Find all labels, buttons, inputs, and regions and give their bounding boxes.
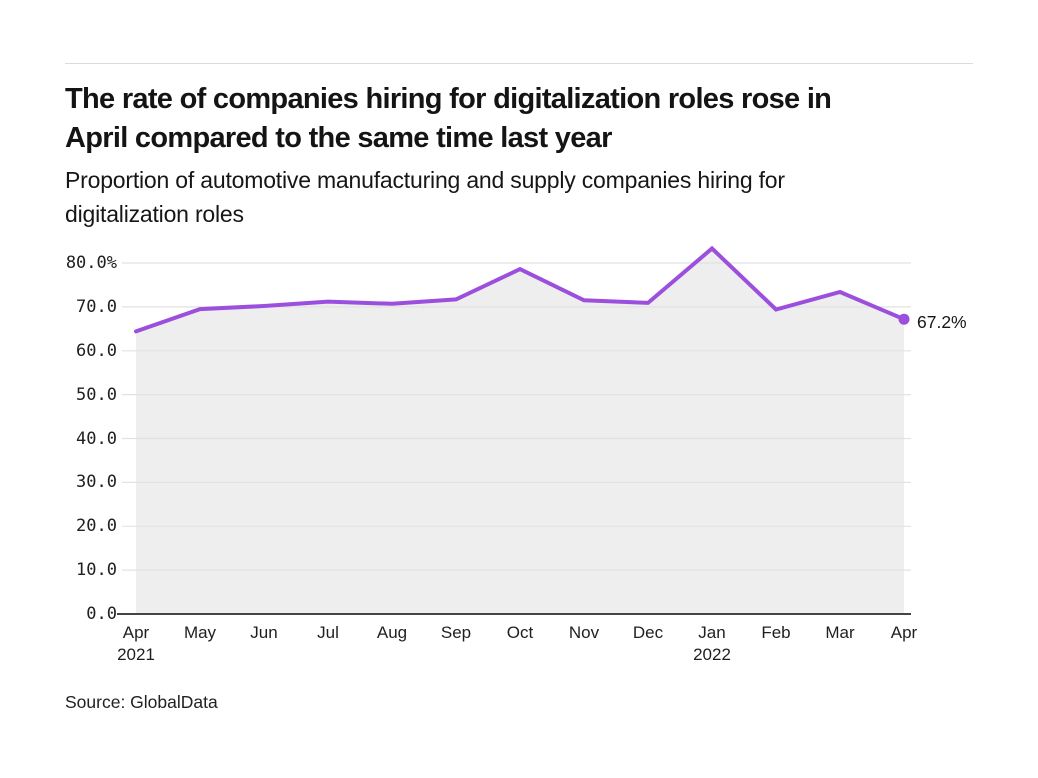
- x-tick-label: Apr: [122, 623, 150, 642]
- x-tick-label: Mar: [825, 623, 855, 642]
- year-label: 2021: [117, 645, 155, 664]
- x-tick-label: Jan: [698, 623, 726, 642]
- top-divider: [65, 63, 973, 64]
- x-tick-label: Nov: [568, 623, 600, 642]
- y-tick-label: 40.0: [76, 428, 117, 449]
- page-subtitle-line-1: Proportion of automotive manufacturing a…: [65, 167, 785, 193]
- end-point-dot: [898, 313, 910, 325]
- x-tick-label: Jun: [250, 623, 278, 642]
- y-tick-label: 80.0%: [65, 253, 117, 273]
- area-fill: [136, 248, 904, 614]
- y-tick-label: 50.0: [76, 384, 117, 405]
- x-tick-label: Apr: [890, 623, 918, 642]
- page-title-line-1: The rate of companies hiring for digital…: [65, 83, 832, 115]
- x-tick-label: Sep: [440, 623, 472, 642]
- x-tick-label: Jul: [317, 623, 339, 642]
- page-title: The rate of companies hiring for digital…: [65, 80, 832, 158]
- page-subtitle-line-2: digitalization roles: [65, 201, 244, 227]
- page-subtitle: Proportion of automotive manufacturing a…: [65, 163, 785, 231]
- end-value-label: 67.2%: [917, 312, 967, 333]
- x-tick-label: Oct: [506, 623, 534, 642]
- source-credit: Source: GlobalData: [65, 692, 218, 712]
- line-series: [134, 245, 906, 334]
- y-tick-label: 10.0: [76, 560, 117, 581]
- y-tick-label: 60.0: [76, 340, 117, 361]
- y-tick-label: 0.0: [86, 604, 117, 624]
- x-tick-label: Aug: [376, 623, 408, 642]
- x-tick-label: May: [183, 623, 217, 642]
- year-label: 2022: [693, 645, 731, 664]
- page-title-line-2: April compared to the same time last yea…: [65, 122, 612, 154]
- x-tick-label: Feb: [761, 623, 791, 642]
- y-tick-label: 30.0: [76, 472, 117, 493]
- x-tick-label: Dec: [632, 623, 664, 642]
- y-tick-label: 70.0: [76, 296, 117, 317]
- y-tick-label: 20.0: [76, 516, 117, 537]
